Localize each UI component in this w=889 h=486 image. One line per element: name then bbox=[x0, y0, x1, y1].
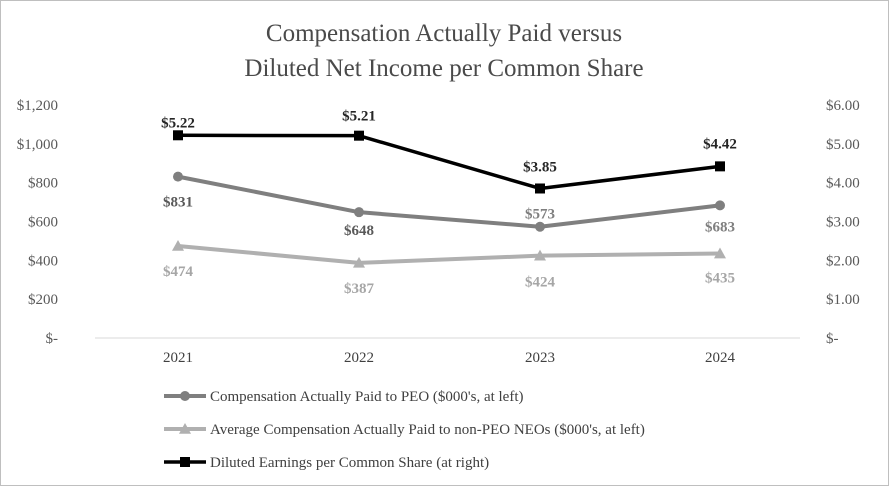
neo-legend-label: Average Compensation Actually Paid to no… bbox=[210, 422, 645, 438]
neo-legend-marker bbox=[179, 423, 191, 434]
eps-point-marker bbox=[173, 130, 183, 141]
chart-title-line-1: Compensation Actually Paid versus bbox=[266, 20, 622, 47]
series-markers bbox=[172, 130, 726, 268]
x-axis-tick-label: 2022 bbox=[344, 350, 374, 366]
left-axis-tick-label: $600 bbox=[28, 215, 58, 231]
right-y-axis: $- $1.00 $2.00 $3.00 $4.00 $5.00 $6.00 bbox=[826, 98, 860, 347]
x-axis-tick-label: 2021 bbox=[163, 350, 193, 366]
chart-title-line-2: Diluted Net Income per Common Share bbox=[244, 55, 643, 82]
legend: Compensation Actually Paid to PEO ($000'… bbox=[164, 389, 645, 471]
peo-series-line bbox=[177, 174, 721, 229]
peo-point-marker bbox=[535, 221, 545, 232]
left-axis-tick-label: $1,000 bbox=[17, 137, 58, 153]
neo-point-marker bbox=[714, 247, 726, 259]
left-axis-tick-label: $200 bbox=[28, 292, 58, 308]
series-lines bbox=[177, 133, 721, 265]
peo-point-marker bbox=[173, 171, 183, 182]
right-axis-tick-label: $1.00 bbox=[826, 292, 860, 308]
chart-title: Compensation Actually Paid versus Dilute… bbox=[244, 20, 643, 82]
eps-point-marker bbox=[535, 183, 545, 194]
x-axis: 2021 2022 2023 2024 bbox=[163, 350, 736, 366]
eps-legend-marker bbox=[180, 457, 190, 467]
eps-legend-label: Diluted Earnings per Common Share (at ri… bbox=[210, 455, 489, 471]
neo-data-label: $424 bbox=[525, 275, 556, 291]
neo-point-marker bbox=[534, 249, 546, 261]
right-axis-tick-label: $2.00 bbox=[826, 253, 860, 269]
eps-series-line bbox=[177, 133, 721, 191]
peo-data-label: $648 bbox=[344, 223, 374, 239]
neo-point-marker bbox=[353, 256, 365, 268]
left-axis-tick-label: $- bbox=[46, 331, 59, 347]
neo-data-label: $387 bbox=[344, 281, 375, 297]
peo-data-label: $831 bbox=[163, 195, 193, 211]
peo-point-marker bbox=[354, 207, 364, 218]
left-axis-tick-label: $1,200 bbox=[17, 98, 58, 114]
peo-point-marker bbox=[715, 200, 725, 211]
eps-data-label: $5.21 bbox=[342, 109, 376, 125]
eps-data-label: $5.22 bbox=[161, 115, 195, 131]
eps-data-label: $4.42 bbox=[703, 136, 737, 152]
peo-data-label: $683 bbox=[705, 219, 735, 235]
right-axis-tick-label: $4.00 bbox=[826, 176, 860, 192]
left-axis-tick-label: $800 bbox=[28, 176, 58, 192]
left-axis-tick-label: $400 bbox=[28, 253, 58, 269]
right-axis-tick-label: $5.00 bbox=[826, 137, 860, 153]
neo-series-line bbox=[177, 243, 721, 265]
data-labels: $831 $648 $573 $683 $474 $387 $424 $435 $5.22 $5.… bbox=[161, 109, 737, 297]
eps-data-label: $3.85 bbox=[523, 159, 557, 175]
peo-legend-marker bbox=[180, 391, 190, 401]
x-axis-tick-label: 2024 bbox=[705, 350, 736, 366]
neo-data-label: $435 bbox=[705, 271, 735, 287]
peo-legend-label: Compensation Actually Paid to PEO ($000'… bbox=[210, 389, 524, 405]
right-axis-tick-label: $6.00 bbox=[826, 98, 860, 114]
right-axis-tick-label: $3.00 bbox=[826, 215, 860, 231]
neo-data-label: $474 bbox=[163, 264, 194, 280]
neo-point-marker bbox=[172, 239, 184, 251]
left-y-axis: $- $200 $400 $600 $800 $1,000 $1,200 bbox=[17, 98, 58, 347]
x-axis-tick-label: 2023 bbox=[525, 350, 555, 366]
peo-data-label: $573 bbox=[525, 207, 555, 223]
eps-point-marker bbox=[715, 161, 725, 172]
eps-point-marker bbox=[354, 130, 364, 141]
right-axis-tick-label: $- bbox=[826, 331, 839, 347]
